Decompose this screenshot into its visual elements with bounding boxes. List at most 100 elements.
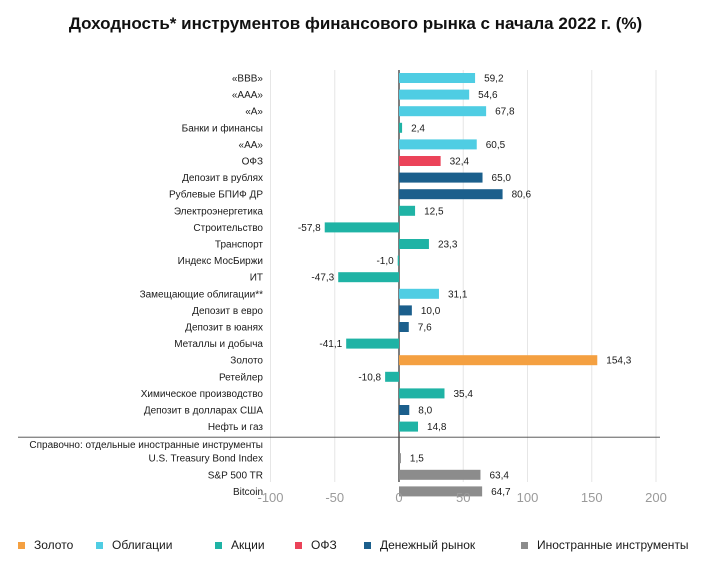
category-label: Электроэнергетика <box>174 206 264 217</box>
bars <box>324 73 598 497</box>
bar <box>399 486 483 497</box>
value-label: 10,0 <box>421 306 441 317</box>
legend-swatch <box>96 541 103 549</box>
bar <box>399 305 412 316</box>
x-tick-label: -50 <box>325 490 344 505</box>
value-label: 35,4 <box>453 389 473 400</box>
category-label: Индекс МосБиржи <box>178 256 263 267</box>
x-tick-label: 200 <box>645 490 667 505</box>
value-label: 14,8 <box>427 422 447 433</box>
category-label: Депозит в рублях <box>182 172 263 184</box>
legend-swatch <box>215 541 222 549</box>
bar <box>399 355 598 366</box>
legend-swatch <box>295 541 302 549</box>
category-label: ОФЗ <box>242 157 263 168</box>
legend-label: Облигации <box>112 538 173 552</box>
value-label: 80,6 <box>512 190 532 201</box>
value-label: -57,8 <box>298 223 321 234</box>
bar <box>385 371 399 382</box>
legend-item: Золото <box>18 538 73 552</box>
bar <box>399 172 483 183</box>
legend-item: ОФЗ <box>295 538 337 552</box>
bar <box>399 388 445 399</box>
legend-swatch <box>18 541 25 549</box>
legend-label: ОФЗ <box>311 538 337 552</box>
category-label: «А» <box>245 107 263 118</box>
bar <box>399 453 401 464</box>
bar <box>346 338 399 349</box>
value-label: -41,1 <box>319 339 342 350</box>
value-label: 23,3 <box>438 240 458 251</box>
value-label: 63,4 <box>489 470 509 481</box>
x-tick-label: 50 <box>456 490 470 505</box>
legend-item: Денежный рынок <box>364 538 475 552</box>
value-label: 12,5 <box>424 206 444 217</box>
value-label: 59,2 <box>484 74 504 85</box>
bar <box>399 205 416 216</box>
category-label: Металлы и добыча <box>174 338 263 350</box>
legend-item: Иностранные инструменты <box>521 538 689 552</box>
category-label: Депозит в юанях <box>185 323 263 334</box>
bar <box>399 421 419 432</box>
category-label: ИТ <box>250 273 263 284</box>
bar <box>399 239 429 249</box>
bar <box>399 469 481 480</box>
labels: -100 -50 0 50 100 150 200 Справочно: отдельные … <box>29 74 666 506</box>
legend-label: Акции <box>231 538 265 552</box>
value-label: 31,1 <box>448 289 468 300</box>
value-label: 32,4 <box>450 157 470 168</box>
category-label: Банки и финансы <box>182 122 263 134</box>
category-label: Рублевые БПИФ ДР <box>169 189 263 201</box>
bar <box>399 89 470 100</box>
legend-label: Иностранные инструменты <box>537 538 689 552</box>
category-label: Нефть и газ <box>208 421 264 433</box>
legend-swatch <box>364 541 371 549</box>
legend-item: Облигации <box>96 538 172 552</box>
value-label: 65,0 <box>492 173 512 184</box>
value-label: -10,8 <box>358 372 381 383</box>
category-label: S&P 500 TR <box>208 470 263 481</box>
value-label: 60,5 <box>486 140 506 151</box>
value-label: 67,8 <box>495 107 515 118</box>
category-label: Золото <box>230 356 263 367</box>
value-label: 8,0 <box>418 406 432 417</box>
category-label: Bitcoin <box>233 487 263 498</box>
category-label: Строительство <box>193 223 263 234</box>
bar <box>399 405 410 415</box>
bar <box>399 122 403 133</box>
value-label: 2,4 <box>411 123 425 134</box>
bar <box>399 189 503 200</box>
category-label: «АА» <box>239 140 264 151</box>
category-label: Депозит в долларах США <box>144 406 264 417</box>
legend-label: Денежный рынок <box>380 538 476 552</box>
bar <box>399 322 409 332</box>
category-label: «ВВВ» <box>232 74 264 85</box>
legend-item: Акции <box>215 538 265 552</box>
category-label: Транспорт <box>215 240 264 251</box>
bar <box>399 106 487 117</box>
category-label: U.S. Treasury Bond Index <box>148 454 263 465</box>
chart-title: Доходность* инструментов финансового рын… <box>68 14 643 33</box>
bar <box>397 255 399 266</box>
category-label: Ретейлер <box>219 372 263 383</box>
legend-swatch <box>521 541 528 549</box>
bar <box>324 222 399 233</box>
bar <box>399 73 476 83</box>
x-tick-label: 0 <box>395 490 402 505</box>
bar <box>399 139 477 150</box>
value-label: -47,3 <box>311 273 334 284</box>
value-label: 7,6 <box>418 323 432 334</box>
bar <box>399 156 441 166</box>
bar <box>338 272 399 283</box>
value-label: -1,0 <box>376 256 394 267</box>
value-label: 64,7 <box>491 487 511 498</box>
reference-section-label: Справочно: отдельные иностранные инструм… <box>29 440 263 451</box>
category-label: Замещающие облигации** <box>140 288 264 300</box>
bar <box>399 288 439 299</box>
legend-label: Золото <box>34 538 74 552</box>
x-tick-label: 100 <box>517 490 539 505</box>
value-label: 154,3 <box>606 356 631 367</box>
category-label: Химическое производство <box>141 389 264 400</box>
category-label: Депозит в евро <box>192 306 263 317</box>
